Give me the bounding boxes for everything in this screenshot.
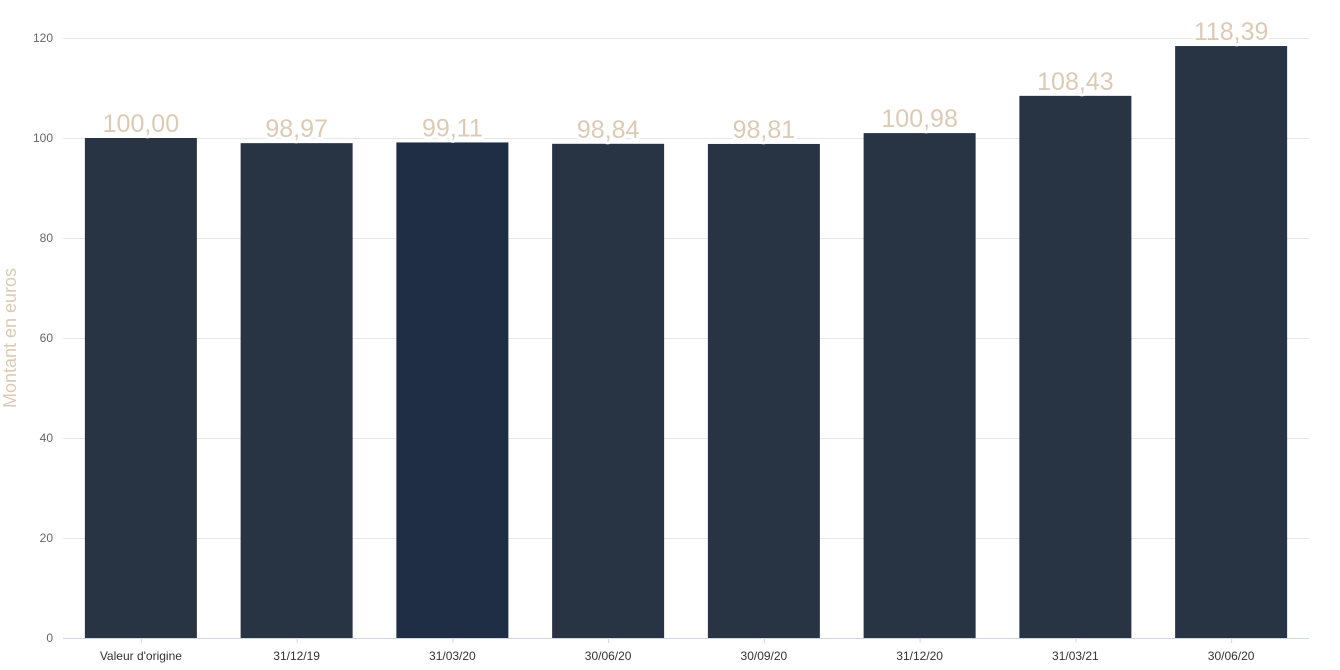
y-axis-title: Montant en euros: [0, 268, 20, 408]
y-tick-label: 100: [33, 131, 53, 145]
bar[interactable]: [1019, 95, 1132, 639]
data-label: 98,84: [577, 116, 640, 144]
y-tick-label: 40: [40, 431, 54, 445]
x-tick-label: 31/03/21: [1052, 649, 1099, 663]
data-label: 100,98: [881, 105, 957, 133]
y-tick-label: 20: [40, 531, 54, 545]
data-label: 98,81: [733, 116, 796, 144]
y-tick-label: 120: [33, 31, 53, 45]
data-labels: 100,00 98,97 99,11 98,84 98,81 100,98 108,43 11…: [100, 15, 1272, 147]
bars: [84, 46, 1288, 639]
y-tick-label: 80: [40, 231, 54, 245]
bar[interactable]: [707, 143, 820, 638]
data-label: 100,00: [103, 110, 179, 138]
y-tick-label: 60: [40, 331, 54, 345]
x-tick-label: 30/06/20: [1208, 649, 1255, 663]
x-tick-label: 31/12/20: [896, 649, 943, 663]
data-label: 118,39: [1194, 18, 1269, 46]
data-label: 99,11: [422, 114, 483, 142]
bar[interactable]: [84, 138, 197, 638]
x-tick-label: 30/09/20: [741, 649, 788, 663]
x-tick-label: 31/12/19: [273, 649, 320, 663]
data-label: 98,97: [265, 115, 328, 143]
x-tick-label: Valeur d'origine: [100, 649, 182, 663]
bar[interactable]: [863, 133, 976, 638]
bar[interactable]: [396, 142, 509, 638]
x-tick-label: 31/03/20: [429, 649, 476, 663]
bar[interactable]: [1175, 46, 1288, 639]
axes: 0 20 40 60 80 100 120 Valeur d'origine 31/12/19 3…: [33, 31, 1309, 663]
bar[interactable]: [552, 143, 665, 639]
y-tick-label: 0: [46, 631, 53, 645]
data-label: 108,43: [1037, 68, 1113, 96]
x-tick-label: 30/06/20: [585, 649, 632, 663]
bar[interactable]: [240, 143, 353, 638]
